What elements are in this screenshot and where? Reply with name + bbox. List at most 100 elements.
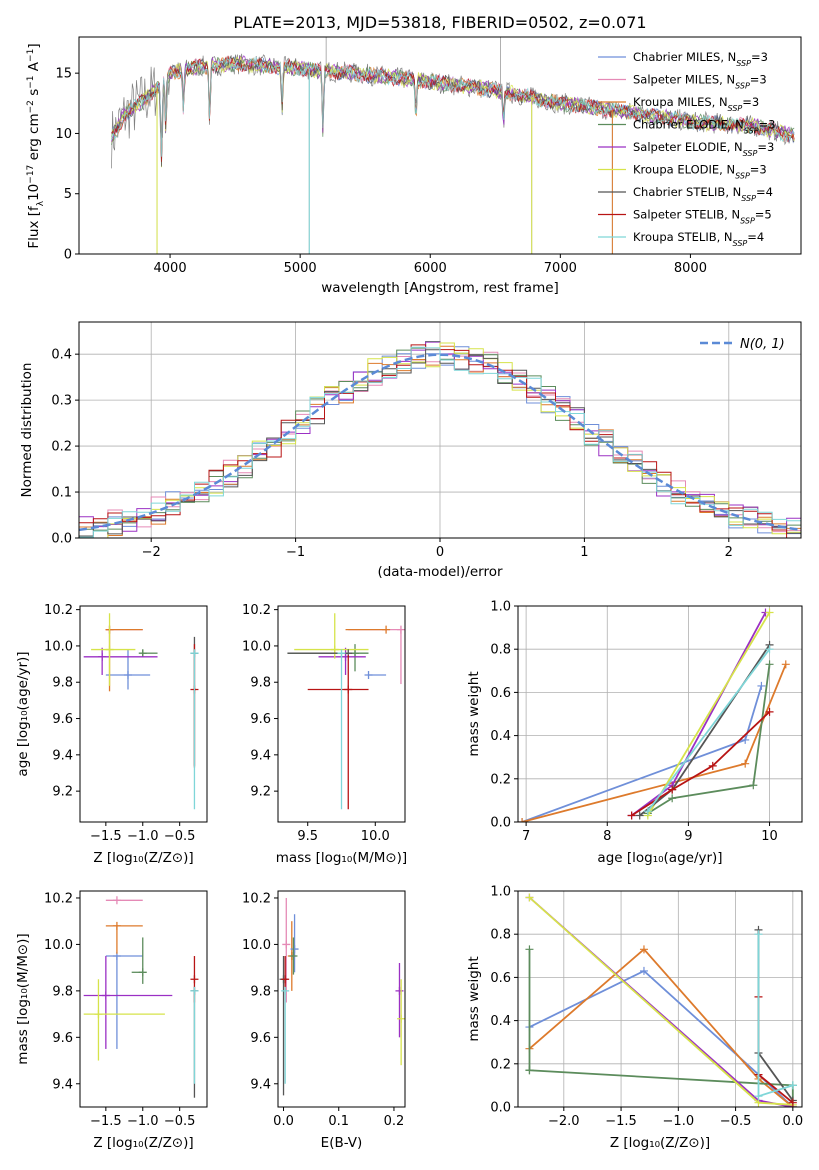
y-tick-label: 10.2 (242, 603, 271, 618)
weight-line-1 (528, 948, 794, 1107)
x-axis-label-mass-vs-EBV: E(B-V) (321, 1135, 363, 1151)
y-tick-label: 15 (55, 67, 72, 82)
axes-residuals: −2 −1 0 1 2 0.0 0.1 0.2 0.3 0.4 (data-model)/error… (19, 321, 802, 580)
axes-age-vs-Z: −1.5 −1.0 −0.5 9.2 9.4 9.6 9.8 10.0 10.2 Z [log₁₀… (15, 603, 208, 866)
x-axis-label-spectrum: wavelength [Angstrom, rest frame] (321, 280, 559, 296)
plot-area-residuals (79, 341, 801, 538)
weight-marker-4-0 (525, 893, 534, 902)
y-tick-label: 9.2 (250, 785, 271, 800)
plot-area-age-vs-Z (83, 613, 199, 810)
weight-marker-7-0 (643, 807, 652, 816)
y-tick-label: 10.2 (44, 603, 73, 618)
point-marker-8 (397, 1014, 405, 1023)
point-marker-8 (337, 649, 346, 658)
x-tick-label: 9 (684, 829, 692, 844)
x-axis-label-mass-vs-Z: Z [log₁₀(Z/Z⊙)] (93, 1135, 193, 1151)
y-tick-label: 9.8 (250, 984, 271, 999)
x-tick-label: 0.0 (273, 1114, 294, 1129)
point-marker-2 (290, 945, 299, 954)
y-tick-label: 9.8 (250, 676, 271, 691)
point-marker-7 (190, 975, 199, 984)
weight-marker-7-1 (765, 645, 774, 654)
x-axis-label-residuals: (data-model)/error (377, 564, 503, 580)
point-marker-8 (190, 986, 199, 995)
y-axis-label-residuals: Normed distribution (19, 363, 35, 498)
weight-line-2 (528, 949, 794, 1107)
x-tick-label: −1.0 (127, 1114, 159, 1129)
y-tick-label: 0 (64, 248, 72, 263)
weight-line-0 (529, 969, 794, 1107)
y-tick-label: 9.4 (250, 748, 271, 763)
weight-marker-6-3 (765, 707, 774, 716)
y-tick-label: 9.4 (250, 1077, 271, 1092)
weight-line-6 (631, 711, 771, 817)
x-tick-label: 7 (522, 829, 530, 844)
point-marker-2 (112, 921, 121, 930)
y-tick-label: 10.2 (44, 891, 73, 906)
x-tick-label: 9.5 (297, 829, 318, 844)
y-tick-label: 0.8 (490, 643, 511, 658)
y-tick-label: 0.4 (51, 348, 72, 363)
point-marker-6 (281, 986, 290, 995)
x-tick-label: −0.5 (164, 829, 196, 844)
y-tick-label: 0.0 (51, 532, 72, 547)
weight-line-4 (647, 612, 771, 816)
y-tick-label: 10 (55, 127, 72, 142)
x-tick-label: −1.0 (127, 829, 159, 844)
weight-marker-1-1 (741, 759, 750, 768)
plot-residuals: −2 −1 0 1 2 0.0 0.1 0.2 0.3 0.4 (data-model)/error… (19, 321, 802, 580)
y-axis-label-age-vs-Z: age [log₁₀(age/yr)] (15, 651, 31, 776)
weight-marker-7-2 (788, 1081, 797, 1090)
weight-marker-2-1 (668, 794, 677, 803)
point-marker-0 (123, 670, 132, 679)
axes-frame (517, 605, 803, 823)
axes-frame (79, 605, 208, 823)
x-axis-label-weight-Z: Z [log₁₀(Z/Z⊙)] (610, 1135, 710, 1151)
plot-area-spectrum (111, 37, 795, 254)
point-marker-3 (351, 649, 360, 658)
model-line-8 (111, 56, 795, 157)
axes-age-vs-mass: 9.5 10.0 9.2 9.4 9.6 9.8 10.0 10.2 mass [log₁₀(M… (242, 603, 407, 866)
x-tick-label: −0.5 (720, 1114, 752, 1129)
plot-age-vs-mass: 9.5 10.0 9.2 9.4 9.6 9.8 10.0 10.2 mass [log₁₀(M… (242, 603, 407, 866)
axes-mass-weight-vs-Z: −2.0 −1.5 −1.0 −0.5 0.0 0.0 0.2 0.4 0.6 0.8 1.0 Z [… (466, 885, 803, 1152)
weight-marker-2-2 (749, 781, 758, 790)
plot-mass-weight-vs-Z: −2.0 −1.5 −1.0 −0.5 0.0 0.0 0.2 0.4 0.6 0.8 1.0 Z [… (466, 885, 803, 1152)
x-tick-label: −2 (142, 545, 161, 560)
point-marker-3 (138, 968, 147, 977)
histogram-8 (79, 346, 801, 538)
weight-line-3 (631, 612, 767, 817)
y-tick-label: 1.0 (490, 885, 511, 900)
y-tick-label: 0.8 (490, 928, 511, 943)
legend-label-3: Chabrier ELODIE, NSSP=3 (633, 118, 775, 136)
model-line-4 (111, 55, 795, 166)
y-axis-label-weight-age: mass weight (466, 671, 482, 756)
point-marker-8 (190, 649, 199, 658)
normal-curve (79, 353, 801, 532)
plot-area-mass-vs-Z (83, 896, 199, 1098)
x-tick-label: 8000 (674, 261, 707, 276)
y-tick-label: 0.4 (490, 1014, 511, 1029)
y-tick-label: 9.6 (250, 712, 271, 727)
point-marker-2 (382, 625, 391, 634)
legend-label-8: Kroupa STELIB, NSSP=4 (633, 230, 764, 248)
figure-title: PLATE=2013, MJD=53818, FIBERID=0502, z=0… (233, 13, 646, 32)
weight-marker-2-3 (765, 660, 774, 669)
weight-line-5 (757, 929, 794, 1102)
y-tick-label: 0.1 (51, 486, 72, 501)
y-tick-label: 9.6 (52, 1031, 73, 1046)
weight-marker-6-2 (788, 1098, 797, 1107)
legend-label-5: Kroupa ELODIE, NSSP=3 (633, 163, 767, 181)
y-tick-label: 9.4 (52, 1077, 73, 1092)
x-tick-label: 2 (725, 545, 733, 560)
axes-frame (78, 36, 802, 255)
y-tick-label: 5 (64, 187, 72, 202)
x-tick-label: 8 (603, 829, 611, 844)
weight-line-3 (528, 896, 793, 1107)
point-marker-1 (396, 625, 405, 634)
x-tick-label: 0.2 (384, 1114, 405, 1129)
weight-marker-7-1 (754, 1092, 763, 1101)
x-tick-label: 4000 (154, 261, 187, 276)
legend-label-7: Salpeter STELIB, NSSP=5 (633, 208, 772, 226)
y-axis-label-mass-vs-Z: mass [log₁₀(M/M⊙)] (15, 933, 31, 1064)
